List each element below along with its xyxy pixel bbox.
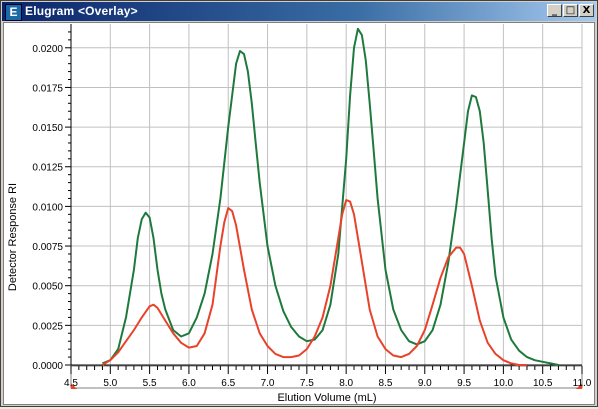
x-tick-label: 5.0 [103,378,117,389]
maximize-button[interactable]: □ [563,4,578,17]
window-title: Elugram <Overlay> [25,4,138,18]
x-tick-label: 11.0 [573,378,592,389]
x-tick-label: 4.5 [64,378,78,389]
x-tick-label: 6.5 [221,378,235,389]
y-tick-label: 0.0050 [32,282,63,293]
series-line-2 [101,199,527,366]
y-tick-label: 0.0125 [32,163,63,174]
x-tick-label: 10.0 [494,378,514,389]
app-icon: E [5,4,22,21]
y-tick-label: 0.0075 [32,242,63,253]
series-line-1 [102,27,559,366]
y-tick-label: 0.0150 [32,123,63,134]
chart-area: 4.5 5.0 5.5 6.0 6.5 7.0 7.5 8.0 8.5 9.0 9.5 10.0 10.… [3,22,595,405]
title-bar[interactable]: E Elugram <Overlay> _ □ X [2,2,596,21]
x-tick-label: 6.0 [182,378,196,389]
y-tick-label: 0.0175 [32,83,63,94]
x-tick-label: 10.5 [533,378,553,389]
x-axis-label: Elution Volume (mL) [277,392,376,404]
x-axis-ruler [70,365,583,389]
close-button[interactable]: X [579,4,594,17]
x-tick-label: 5.5 [143,378,157,389]
x-tick-label: 9.5 [457,378,471,389]
ruler-end-marker [576,383,582,389]
minimize-button[interactable]: _ [547,4,562,17]
ruler-start-marker [71,383,77,389]
chart-background [4,23,594,404]
x-tick-label: 7.5 [300,378,314,389]
y-tick-label: 0.0100 [32,202,63,213]
x-tick-label: 8.0 [339,378,353,389]
x-tick-label: 8.5 [379,378,393,389]
y-tick-label: 0.0000 [32,361,63,372]
elugram-chart: 4.5 5.0 5.5 6.0 6.5 7.0 7.5 8.0 8.5 9.0 9.5 10.0 10.… [4,23,594,404]
x-tick-label: 7.0 [261,378,275,389]
y-tick-label: 0.0200 [32,44,63,55]
y-axis-label: Detector Response RI [7,183,19,291]
x-tick-label: 9.0 [418,378,432,389]
y-tick-label: 0.0025 [32,321,63,332]
